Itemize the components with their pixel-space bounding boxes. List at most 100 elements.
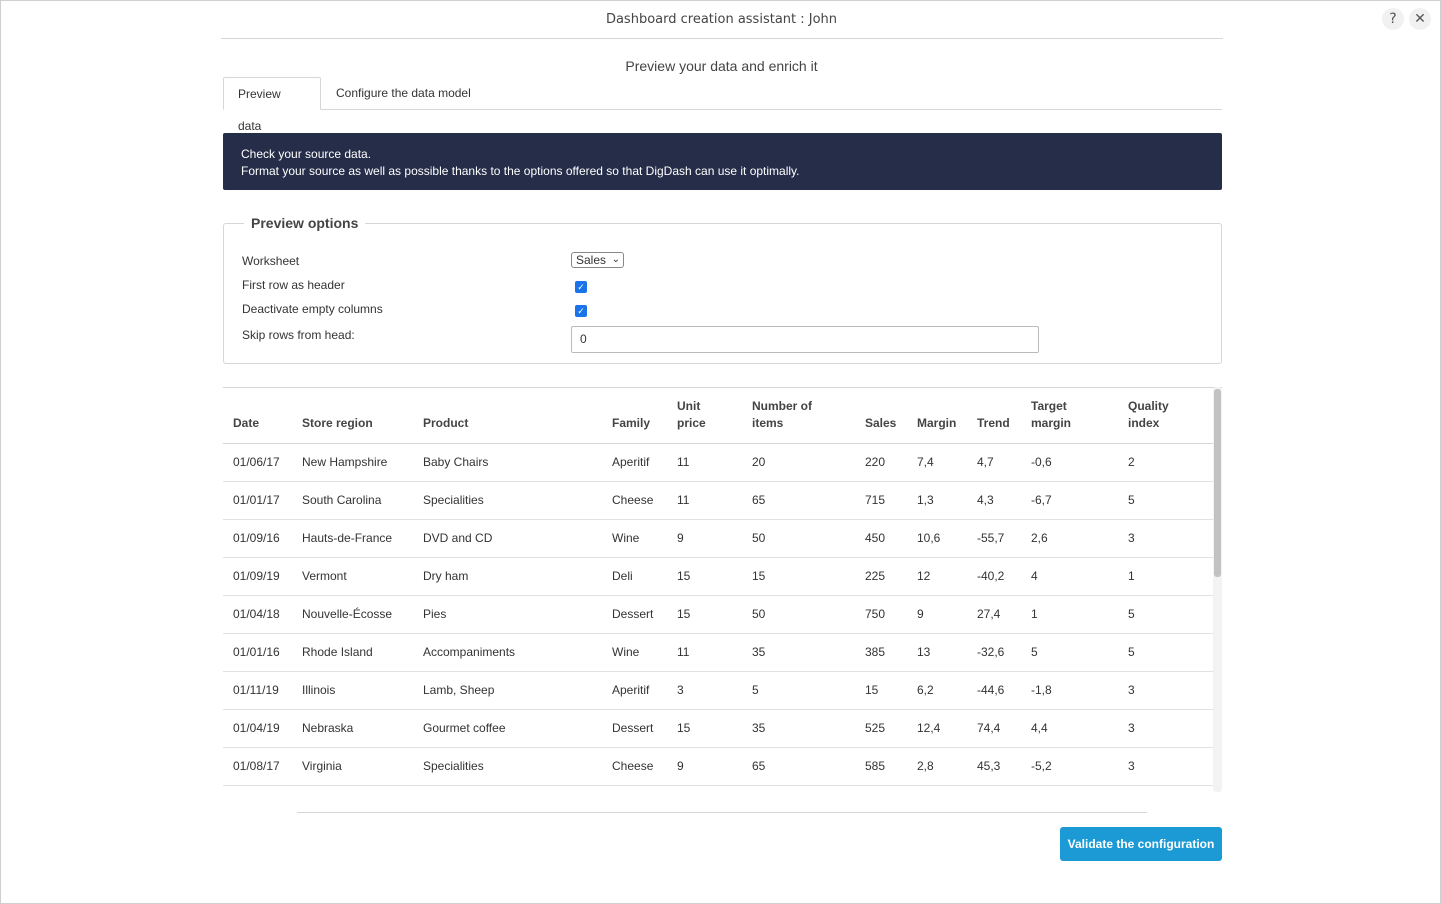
col-header-sales[interactable]: Sales	[855, 388, 907, 444]
cell-family: Cheese	[602, 481, 667, 520]
col-header-product[interactable]: Product	[413, 388, 602, 444]
cell-trend: 74,4	[967, 709, 1021, 748]
table-row[interactable]: 01/09/16 Hauts-de-France DVD and CD Wine 9 50…	[223, 519, 1213, 558]
tab-configure-data-model[interactable]: Configure the data model	[336, 86, 471, 100]
cell-quality-index: 2	[1118, 443, 1213, 482]
cell-trend: 45,3	[967, 747, 1021, 786]
table-row[interactable]: 01/08/17 Virginia Specialities Cheese 9 65 585…	[223, 747, 1213, 786]
cell-product: Dry ham	[413, 557, 602, 596]
chevron-down-icon: ⌄	[611, 254, 620, 265]
cell-sales: 750	[855, 595, 907, 634]
table-row[interactable]: 01/09/19 Vermont Dry ham Deli 15 15 225 12 -40,2…	[223, 557, 1213, 596]
cell-family: Wine	[602, 633, 667, 672]
cell-family: Dessert	[602, 709, 667, 748]
cell-sales: 715	[855, 481, 907, 520]
cell-number-of-items: 5	[742, 671, 855, 710]
cell-sales: 585	[855, 747, 907, 786]
cell-margin: 12	[907, 557, 967, 596]
cell-margin: 2,8	[907, 747, 967, 786]
col-header-target-margin[interactable]: Target margin	[1021, 388, 1118, 444]
close-icon[interactable]: ✕	[1409, 8, 1431, 30]
col-header-quality-index[interactable]: Quality index	[1118, 388, 1213, 444]
cell-quality-index: 3	[1118, 519, 1213, 558]
cell-unit-price: 15	[667, 595, 742, 634]
cell-product: DVD and CD	[413, 519, 602, 558]
dialog-title: Dashboard creation assistant : John	[605, 12, 838, 27]
cell-target-margin: 2,6	[1021, 519, 1118, 558]
table-row[interactable]: 01/04/18 Nouvelle-Écosse Pies Dessert 15 50 75…	[223, 595, 1213, 634]
cell-product: Accompaniments	[413, 633, 602, 672]
help-icon[interactable]: ?	[1382, 8, 1404, 30]
banner-line-2: Format your source as well as possible t…	[241, 164, 800, 178]
preview-options-legend: Preview options	[244, 215, 366, 231]
cell-margin: 12,4	[907, 709, 967, 748]
table-row[interactable]: 01/11/19 Illinois Lamb, Sheep Aperitif 3 5 15 6…	[223, 671, 1213, 710]
col-header-number-of-items[interactable]: Number of items	[742, 388, 855, 444]
first-row-header-checkbox[interactable]: ✓	[575, 281, 587, 293]
cell-trend: -32,6	[967, 633, 1021, 672]
cell-unit-price: 11	[667, 443, 742, 482]
table-scrollbar[interactable]	[1213, 387, 1222, 792]
cell-quality-index: 1	[1118, 557, 1213, 596]
cell-unit-price: 9	[667, 747, 742, 786]
col-header-family[interactable]: Family	[602, 388, 667, 444]
cell-date: 01/11/19	[223, 671, 292, 710]
cell-family: Aperitif	[602, 443, 667, 482]
table-row[interactable]: 01/04/19 Nebraska Gourmet coffee Dessert 15 3…	[223, 709, 1213, 748]
table-row[interactable]: 01/01/16 Rhode Island Accompaniments Wine 11…	[223, 633, 1213, 672]
cell-margin: 7,4	[907, 443, 967, 482]
cell-trend: -44,6	[967, 671, 1021, 710]
cell-number-of-items: 65	[742, 747, 855, 786]
cell-date: 01/04/19	[223, 709, 292, 748]
cell-date: 01/08/17	[223, 747, 292, 786]
cell-margin: 6,2	[907, 671, 967, 710]
tab-bar: Preview data Configure the data model	[223, 77, 1222, 133]
col-header-date[interactable]: Date	[223, 388, 292, 444]
cell-product: Baby Chairs	[413, 443, 602, 482]
cell-unit-price: 11	[667, 481, 742, 520]
cell-date: 01/06/17	[223, 443, 292, 482]
cell-number-of-items: 50	[742, 595, 855, 634]
worksheet-select[interactable]: Sales ⌄	[571, 252, 624, 268]
cell-family: Deli	[602, 557, 667, 596]
col-header-margin[interactable]: Margin	[907, 388, 967, 444]
info-banner: Check your source data. Format your sour…	[223, 133, 1222, 190]
cell-quality-index: 3	[1118, 709, 1213, 748]
cell-number-of-items: 35	[742, 633, 855, 672]
table-row[interactable]: 01/01/17 South Carolina Specialities Cheese…	[223, 481, 1213, 520]
validate-configuration-button[interactable]: Validate the configuration	[1060, 827, 1222, 861]
cell-margin: 10,6	[907, 519, 967, 558]
banner-line-1: Check your source data.	[241, 147, 372, 161]
cell-number-of-items: 65	[742, 481, 855, 520]
col-header-trend[interactable]: Trend	[967, 388, 1021, 444]
skip-rows-input[interactable]: 0	[571, 326, 1039, 353]
cell-sales: 15	[855, 671, 907, 710]
tab-preview-data[interactable]: Preview data	[223, 77, 321, 133]
table-row[interactable]: 01/06/17 New Hampshire Baby Chairs Aperitif…	[223, 443, 1213, 482]
table-header-row: Date Store region Product Family Unit pri…	[223, 388, 1213, 444]
cell-store-region: Nebraska	[292, 709, 413, 748]
cell-quality-index: 5	[1118, 595, 1213, 634]
deactivate-empty-columns-checkbox[interactable]: ✓	[575, 305, 587, 317]
cell-quality-index: 5	[1118, 633, 1213, 672]
deactivate-empty-columns-label: Deactivate empty columns	[242, 302, 383, 316]
cell-target-margin: 4	[1021, 557, 1118, 596]
cell-unit-price: 3	[667, 671, 742, 710]
cell-date: 01/04/18	[223, 595, 292, 634]
skip-rows-label: Skip rows from head:	[242, 328, 355, 342]
cell-product: Specialities	[413, 481, 602, 520]
cell-store-region: South Carolina	[292, 481, 413, 520]
cell-product: Pies	[413, 595, 602, 634]
title-divider	[221, 38, 1223, 39]
cell-trend: 4,7	[967, 443, 1021, 482]
cell-store-region: Illinois	[292, 671, 413, 710]
col-header-store-region[interactable]: Store region	[292, 388, 413, 444]
col-header-unit-price[interactable]: Unit price	[667, 388, 742, 444]
cell-product: Gourmet coffee	[413, 709, 602, 748]
table-scroll-thumb[interactable]	[1214, 389, 1221, 577]
cell-family: Wine	[602, 519, 667, 558]
cell-unit-price: 11	[667, 633, 742, 672]
cell-family: Dessert	[602, 595, 667, 634]
cell-target-margin: -6,7	[1021, 481, 1118, 520]
